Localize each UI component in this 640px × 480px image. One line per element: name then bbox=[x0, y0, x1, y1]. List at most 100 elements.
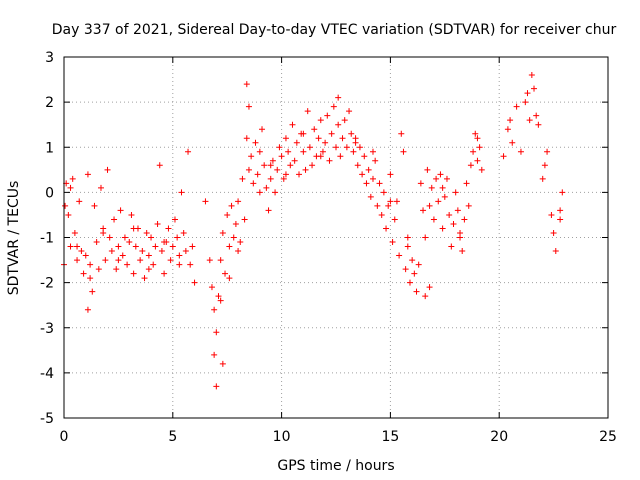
data-point-marker bbox=[504, 126, 511, 133]
data-point-marker bbox=[435, 198, 442, 205]
data-point-marker bbox=[430, 216, 437, 223]
data-point-marker bbox=[459, 248, 466, 255]
data-point-marker bbox=[230, 234, 237, 241]
data-point-marker bbox=[541, 162, 548, 169]
data-point-marker bbox=[71, 229, 78, 236]
data-point-marker bbox=[422, 293, 429, 300]
data-point-marker bbox=[213, 383, 220, 390]
data-point-marker bbox=[78, 248, 85, 255]
data-point-marker bbox=[121, 234, 128, 241]
data-point-marker bbox=[463, 180, 470, 187]
data-point-marker bbox=[80, 270, 87, 277]
data-point-marker bbox=[528, 72, 535, 79]
data-point-marker bbox=[467, 162, 474, 169]
data-point-marker bbox=[217, 257, 224, 264]
data-point-marker bbox=[111, 216, 118, 223]
y-tick-label: 2 bbox=[45, 95, 54, 111]
data-point-marker bbox=[522, 99, 529, 106]
data-point-marker bbox=[387, 171, 394, 178]
data-point-marker bbox=[226, 243, 233, 250]
data-point-marker bbox=[226, 275, 233, 282]
data-point-marker bbox=[365, 166, 372, 173]
data-point-marker bbox=[428, 184, 435, 191]
data-point-marker bbox=[189, 243, 196, 250]
data-point-marker bbox=[267, 162, 274, 169]
data-point-marker bbox=[507, 117, 514, 124]
data-point-marker bbox=[309, 162, 316, 169]
data-point-marker bbox=[369, 175, 376, 182]
data-point-marker bbox=[404, 234, 411, 241]
data-point-marker bbox=[224, 211, 231, 218]
data-point-marker bbox=[359, 171, 366, 178]
x-tick-label: 5 bbox=[168, 429, 177, 445]
data-point-marker bbox=[296, 171, 303, 178]
data-point-marker bbox=[108, 248, 115, 255]
data-point-marker bbox=[245, 103, 252, 110]
data-point-marker bbox=[433, 175, 440, 182]
data-point-marker bbox=[137, 257, 144, 264]
data-point-marker bbox=[322, 139, 329, 146]
data-point-marker bbox=[235, 198, 242, 205]
data-point-marker bbox=[306, 144, 313, 151]
data-point-marker bbox=[372, 157, 379, 164]
y-tick-label: -5 bbox=[40, 411, 54, 427]
data-point-marker bbox=[145, 266, 152, 273]
y-tick-label: 1 bbox=[45, 140, 54, 156]
data-point-marker bbox=[254, 171, 261, 178]
data-point-marker bbox=[65, 211, 72, 218]
data-point-marker bbox=[256, 189, 263, 196]
data-point-marker bbox=[211, 306, 218, 313]
data-point-marker bbox=[548, 211, 555, 218]
data-point-marker bbox=[393, 198, 400, 205]
data-point-marker bbox=[219, 229, 226, 236]
data-point-marker bbox=[100, 229, 107, 236]
data-point-marker bbox=[217, 297, 224, 304]
x-tick-label: 15 bbox=[381, 429, 399, 445]
data-point-marker bbox=[206, 257, 213, 264]
data-point-marker bbox=[454, 207, 461, 214]
data-point-marker bbox=[289, 121, 296, 128]
data-point-marker bbox=[315, 135, 322, 142]
data-point-marker bbox=[326, 157, 333, 164]
data-point-marker bbox=[509, 139, 516, 146]
data-point-marker bbox=[317, 117, 324, 124]
data-point-marker bbox=[115, 257, 122, 264]
data-point-marker bbox=[191, 279, 198, 286]
data-point-marker bbox=[439, 184, 446, 191]
data-point-marker bbox=[544, 148, 551, 155]
data-point-marker bbox=[119, 252, 126, 259]
data-point-marker bbox=[87, 261, 94, 268]
data-point-marker bbox=[450, 220, 457, 227]
data-point-marker bbox=[243, 135, 250, 142]
data-point-marker bbox=[300, 148, 307, 155]
data-point-marker bbox=[228, 202, 235, 209]
data-point-marker bbox=[143, 229, 150, 236]
data-point-marker bbox=[341, 117, 348, 124]
data-points bbox=[61, 72, 566, 390]
data-point-marker bbox=[182, 248, 189, 255]
data-point-marker bbox=[478, 166, 485, 173]
data-point-marker bbox=[531, 85, 538, 92]
data-point-marker bbox=[282, 135, 289, 142]
data-point-marker bbox=[106, 234, 113, 241]
y-tick-label: 3 bbox=[45, 50, 54, 66]
data-point-marker bbox=[250, 180, 257, 187]
data-point-marker bbox=[409, 257, 416, 264]
data-point-marker bbox=[352, 135, 359, 142]
data-point-marker bbox=[385, 202, 392, 209]
data-point-marker bbox=[84, 306, 91, 313]
x-axis-label: GPS time / hours bbox=[277, 458, 394, 474]
data-point-marker bbox=[180, 229, 187, 236]
data-point-marker bbox=[389, 239, 396, 246]
data-point-marker bbox=[93, 239, 100, 246]
data-point-marker bbox=[374, 202, 381, 209]
data-point-marker bbox=[304, 108, 311, 115]
data-point-marker bbox=[252, 139, 259, 146]
data-point-marker bbox=[84, 171, 91, 178]
data-point-marker bbox=[211, 351, 218, 358]
data-point-marker bbox=[132, 243, 139, 250]
data-point-marker bbox=[300, 130, 307, 137]
data-point-marker bbox=[141, 275, 148, 282]
data-point-marker bbox=[158, 248, 165, 255]
data-point-marker bbox=[406, 279, 413, 286]
